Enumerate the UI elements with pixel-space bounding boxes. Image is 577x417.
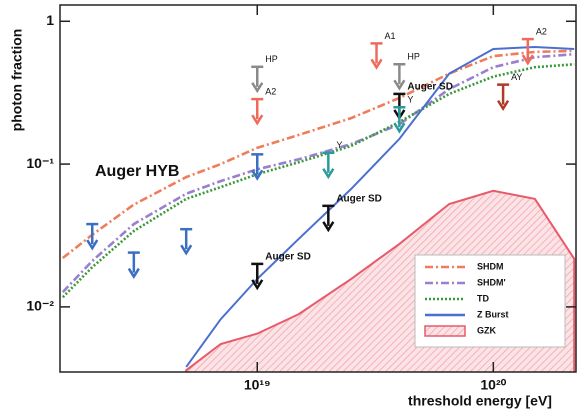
upper-limit	[251, 153, 264, 181]
plot-frame	[59, 4, 577, 373]
limit-label: Auger SD	[336, 193, 382, 204]
y-tick-label: 10⁻¹	[26, 155, 54, 171]
upper-limit	[370, 42, 383, 70]
upper-limit	[497, 83, 510, 111]
x-axis-label: threshold energy [eV]	[408, 393, 552, 409]
limit-head	[370, 58, 383, 70]
limit-label: Auger SD	[265, 252, 311, 263]
upper-limit	[86, 222, 99, 251]
upper-limit	[521, 37, 534, 66]
limit-label: A2	[536, 26, 547, 36]
limit-label: AY	[511, 72, 522, 82]
limit-head	[251, 114, 264, 126]
upper-limit	[127, 251, 140, 279]
limit-head	[127, 267, 140, 279]
upper-limit	[393, 106, 406, 134]
upper-limit	[393, 63, 406, 91]
legend-label: SHDM	[477, 261, 504, 271]
line	[61, 49, 575, 260]
limit-label: HP	[265, 54, 278, 64]
limit-head	[393, 79, 406, 91]
legend-label: SHDM'	[477, 277, 506, 287]
legend-label: Z Burst	[477, 309, 509, 319]
limit-group-label: Auger HYB	[95, 163, 179, 180]
limit-label: HP	[407, 52, 420, 62]
line	[61, 52, 575, 293]
limit-head	[251, 82, 264, 94]
y-axis-label: photon fraction	[9, 29, 25, 132]
limit-head	[322, 221, 335, 233]
legend-label: TD	[477, 293, 489, 303]
upper-limit	[251, 97, 264, 126]
limit-head	[251, 169, 264, 181]
limit-head	[251, 279, 264, 291]
limit-head	[497, 99, 510, 111]
line	[61, 63, 575, 299]
upper-limit	[251, 65, 264, 94]
y-tick-label: 10⁻²	[26, 298, 54, 314]
legend-label: GZK	[477, 325, 496, 335]
limit-label: Auger SD	[407, 82, 453, 93]
y-tick-label: 1	[46, 12, 54, 28]
upper-limit	[322, 151, 335, 180]
upper-limit	[322, 204, 335, 233]
limit-label: Y	[407, 95, 413, 105]
limit-head	[86, 239, 99, 251]
limit-label: A2	[265, 86, 276, 96]
limit-head	[180, 244, 193, 256]
limit-head	[393, 122, 406, 134]
upper-limit	[251, 262, 264, 291]
line	[185, 45, 575, 368]
limit-head	[521, 54, 534, 66]
limit-label: Y	[336, 140, 342, 150]
legend-swatch	[424, 325, 466, 337]
limit-head	[322, 168, 335, 180]
upper-limit	[180, 227, 193, 256]
x-tick-label: 10¹⁹	[244, 377, 271, 393]
limit-label: A1	[385, 31, 396, 41]
x-tick-label: 10²⁰	[480, 377, 506, 393]
